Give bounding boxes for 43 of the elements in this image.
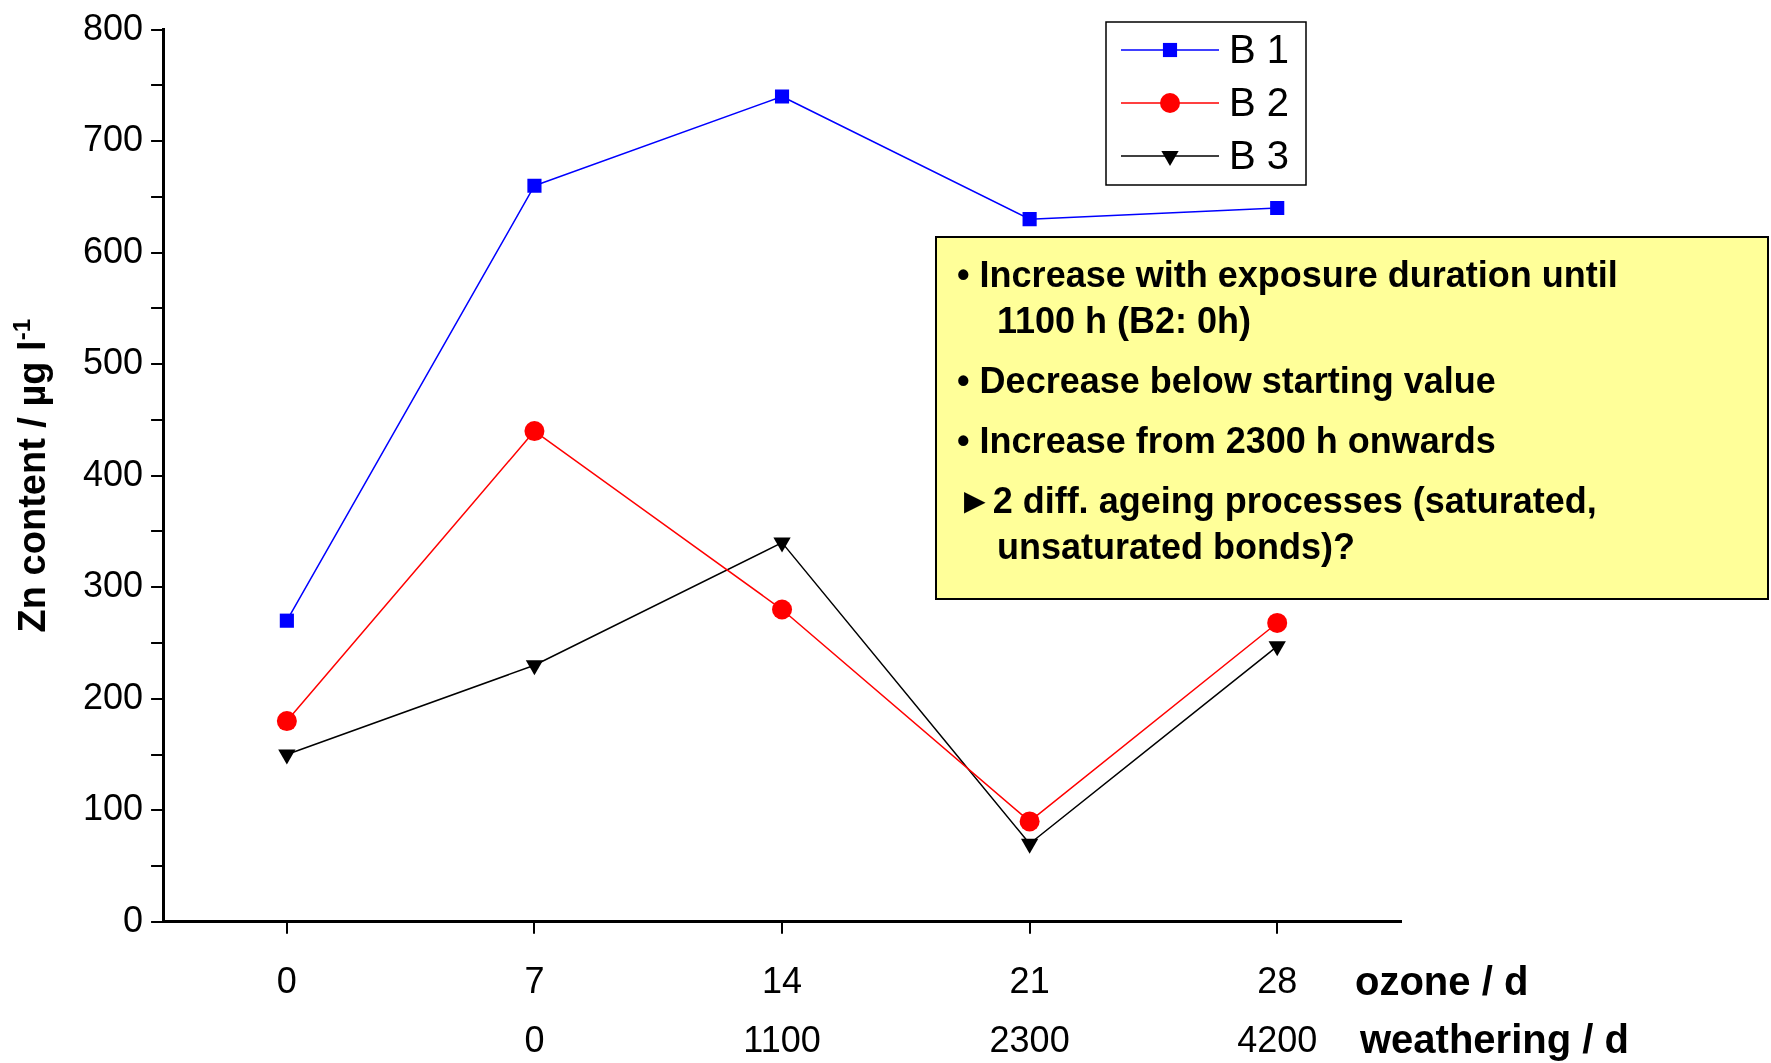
point — [774, 89, 790, 104]
x-tick-label: 0 — [276, 960, 297, 1002]
text: 2300 — [989, 1018, 1070, 1060]
point — [1022, 212, 1037, 227]
point — [527, 178, 542, 193]
y-axis-title: Zn content / µg l-1 — [7, 318, 54, 633]
point — [1020, 838, 1039, 854]
text: 1100 — [743, 1018, 821, 1060]
text: 4200 — [1237, 1018, 1318, 1060]
point — [772, 599, 793, 620]
y-tick-label: 300 — [82, 564, 144, 606]
point — [278, 749, 296, 765]
y-tick-label: 400 — [82, 452, 144, 494]
y-tick-label: 100 — [82, 787, 144, 829]
x-axis-title: ozone / d — [1355, 958, 1529, 1003]
annotation: • Decrease below starting value — [957, 359, 1497, 403]
legend-label: B 1 — [1229, 27, 1290, 72]
x-tick-label: 14 — [762, 960, 803, 1002]
x-tick-label: 28 — [1257, 960, 1298, 1002]
point — [524, 421, 545, 442]
y-tick-label: 0 — [123, 898, 144, 940]
annotation: • Increase with exposure duration until 1100 h (B2: 0h) — [957, 253, 1619, 343]
annotation: ►2 diff. ageing processes (saturated, unsaturated bonds)? — [957, 479, 1598, 569]
legend-label: B 2 — [1229, 80, 1290, 125]
y-tick-label: 700 — [82, 118, 144, 160]
point — [1019, 811, 1040, 832]
legend-label: B 3 — [1229, 133, 1290, 178]
x-tick-label: 21 — [1009, 960, 1050, 1002]
point — [1268, 641, 1286, 657]
point — [525, 660, 544, 676]
point — [773, 537, 791, 553]
point — [279, 613, 294, 628]
x2-axis-title: weathering / d — [1359, 1016, 1629, 1061]
y-tick-label: 500 — [82, 341, 144, 383]
y-tick-label: 200 — [82, 675, 144, 717]
point — [276, 711, 297, 732]
y-tick-label: 800 — [82, 6, 144, 48]
text: 0 — [524, 1018, 545, 1060]
y-tick-label: 600 — [82, 229, 144, 271]
annotation: • Increase from 2300 h onwards — [957, 419, 1497, 463]
x-tick-label: 7 — [524, 960, 545, 1002]
point — [1270, 200, 1285, 216]
point — [1267, 612, 1288, 633]
